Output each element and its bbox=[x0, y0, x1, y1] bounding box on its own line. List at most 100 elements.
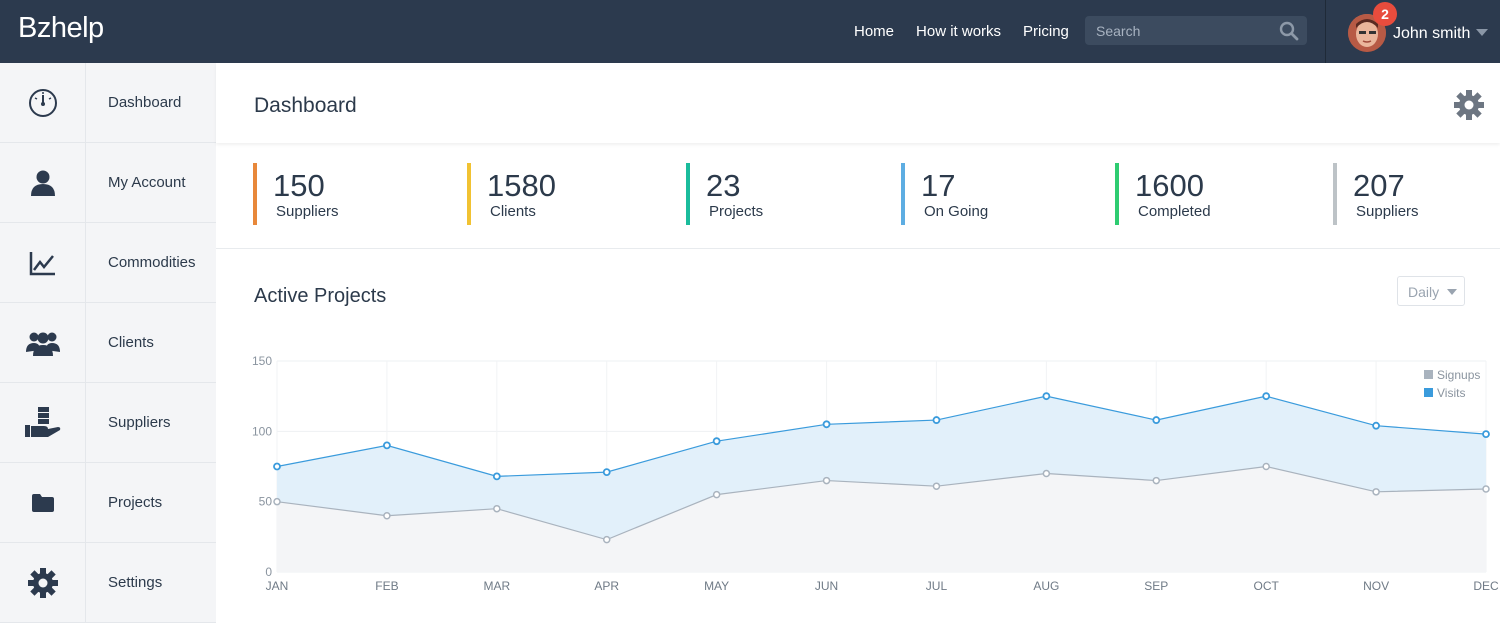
navbar-divider bbox=[1325, 0, 1326, 63]
stat-value: 150 bbox=[273, 168, 325, 203]
x-tick-label: JAN bbox=[266, 579, 289, 593]
sidebar-item-label: Commodities bbox=[108, 254, 196, 271]
visits-point bbox=[1372, 421, 1380, 430]
sidebar-item-label: My Account bbox=[108, 174, 186, 191]
settings-gear-icon[interactable] bbox=[1453, 89, 1485, 121]
stat-label: Suppliers bbox=[1356, 203, 1419, 220]
x-tick-label: JUL bbox=[926, 579, 948, 593]
stat-color-bar bbox=[901, 163, 905, 225]
active-projects-chart: 0 50 100 150 JAN FEB MAR APR MAY JUN JUL AUG SEP OCT N… bbox=[252, 354, 1499, 593]
range-dropdown[interactable]: Daily bbox=[1397, 276, 1465, 306]
user-icon bbox=[0, 143, 86, 223]
stat-card: 17 On Going bbox=[901, 163, 988, 225]
search-box bbox=[1085, 16, 1307, 45]
nav-pricing-link[interactable]: Pricing bbox=[1023, 23, 1069, 40]
logo[interactable]: Bzhelp bbox=[18, 12, 104, 44]
sidebar-item-commodities[interactable]: Commodities bbox=[0, 223, 216, 303]
y-tick-label: 100 bbox=[252, 424, 272, 438]
range-dropdown-value: Daily bbox=[1408, 284, 1440, 300]
x-tick-label: MAR bbox=[483, 579, 510, 593]
legend-label: Visits bbox=[1437, 386, 1465, 400]
legend-label: Signups bbox=[1437, 368, 1480, 382]
signups-point bbox=[712, 490, 721, 499]
legend-swatch bbox=[1424, 370, 1433, 379]
signups-point bbox=[1152, 476, 1161, 485]
signups-point bbox=[602, 535, 611, 544]
stat-value: 207 bbox=[1353, 168, 1405, 203]
sidebar-item-my-account[interactable]: My Account bbox=[0, 143, 216, 223]
visits-point bbox=[383, 441, 391, 450]
search-input[interactable] bbox=[1085, 16, 1265, 45]
notification-badge[interactable]: 2 bbox=[1373, 2, 1397, 26]
visits-point bbox=[602, 468, 611, 477]
visits-point bbox=[932, 416, 941, 424]
x-tick-label: DEC bbox=[1473, 579, 1499, 593]
x-tick-label: NOV bbox=[1363, 579, 1389, 593]
user-name[interactable]: John smith bbox=[1393, 25, 1471, 42]
sidebar-item-settings[interactable]: Settings bbox=[0, 543, 216, 623]
sidebar-item-label: Projects bbox=[108, 494, 163, 511]
signups-point bbox=[1482, 485, 1490, 493]
stat-card: 1600 Completed bbox=[1115, 163, 1211, 225]
search-icon[interactable] bbox=[1279, 21, 1299, 41]
sidebar-item-projects[interactable]: Projects bbox=[0, 463, 216, 543]
sidebar-item-dashboard[interactable]: Dashboard bbox=[0, 63, 216, 143]
x-tick-label: SEP bbox=[1144, 579, 1168, 593]
visits-point bbox=[1262, 392, 1271, 401]
stat-value: 23 bbox=[706, 168, 741, 203]
x-tick-label: JUN bbox=[815, 579, 838, 593]
signups-point bbox=[1262, 462, 1270, 471]
avatar[interactable] bbox=[1348, 14, 1386, 52]
folder-icon bbox=[0, 463, 86, 543]
visits-point bbox=[273, 462, 281, 471]
sidebar-item-label: Clients bbox=[108, 334, 154, 351]
signups-point bbox=[932, 482, 941, 490]
stat-card: 1580 Clients bbox=[467, 163, 556, 225]
visits-line bbox=[276, 395, 1487, 477]
y-tick-label: 0 bbox=[265, 565, 272, 579]
signups-point bbox=[822, 476, 831, 485]
stat-color-bar bbox=[253, 163, 257, 225]
signups-point bbox=[383, 511, 391, 520]
signups-point bbox=[1372, 488, 1380, 496]
x-tick-label: OCT bbox=[1254, 579, 1280, 593]
top-navbar: Bzhelp Home How it works Pricing 2 John … bbox=[0, 0, 1500, 63]
y-tick-label: 150 bbox=[252, 354, 272, 368]
stat-card: 150 Suppliers bbox=[253, 163, 339, 225]
stat-value: 1580 bbox=[487, 168, 556, 203]
sidebar-item-label: Dashboard bbox=[108, 94, 182, 111]
x-tick-label: AUG bbox=[1033, 579, 1059, 593]
stat-card: 207 Suppliers bbox=[1333, 163, 1419, 225]
supplier-icon bbox=[0, 383, 86, 463]
users-icon bbox=[0, 303, 86, 383]
nav-how-it-works-link[interactable]: How it works bbox=[916, 23, 1002, 40]
sidebar: Dashboard My Account Commodities bbox=[0, 63, 216, 623]
stats-row: 150 Suppliers 1580 Clients 23 Projects 1… bbox=[216, 143, 1500, 249]
visits-point bbox=[1482, 430, 1490, 439]
signups-area bbox=[277, 466, 1486, 572]
sidebar-item-label: Suppliers bbox=[108, 414, 171, 431]
stat-card: 23 Projects bbox=[686, 163, 763, 225]
stat-value: 1600 bbox=[1135, 168, 1204, 203]
chart-title: Active Projects bbox=[254, 285, 387, 307]
stat-label: Clients bbox=[490, 203, 536, 220]
y-tick-label: 50 bbox=[259, 495, 273, 509]
visits-point bbox=[492, 472, 501, 481]
visits-point bbox=[1152, 416, 1161, 424]
visits-point bbox=[822, 420, 831, 429]
stat-label: Completed bbox=[1138, 203, 1211, 220]
nav-home-link[interactable]: Home bbox=[854, 23, 895, 40]
sidebar-item-clients[interactable]: Clients bbox=[0, 303, 216, 383]
visits-point bbox=[712, 437, 721, 446]
sidebar-item-suppliers[interactable]: Suppliers bbox=[0, 383, 216, 463]
gear-icon bbox=[0, 543, 86, 623]
chevron-down-icon[interactable] bbox=[1476, 29, 1488, 36]
main-nav: Home How it works Pricing bbox=[854, 0, 1091, 63]
stat-label: Suppliers bbox=[276, 203, 339, 220]
stat-label: On Going bbox=[924, 203, 989, 220]
stat-label: Projects bbox=[709, 203, 764, 220]
stat-color-bar bbox=[1333, 163, 1337, 225]
visits-point bbox=[1042, 392, 1051, 401]
stat-color-bar bbox=[1115, 163, 1119, 225]
page-header: Dashboard bbox=[216, 63, 1500, 143]
